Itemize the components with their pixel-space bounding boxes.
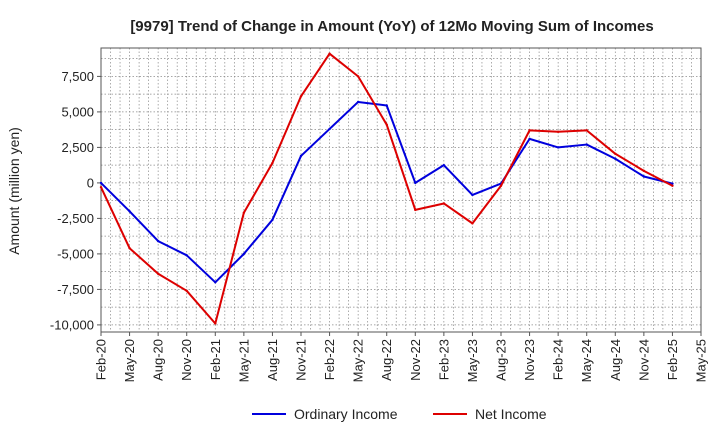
x-tick-label: Feb-22 [322,339,337,380]
x-tick-label: Aug-20 [151,339,166,381]
data-point [328,127,331,131]
data-point [128,247,131,250]
x-tick-label: Nov-22 [408,339,423,381]
data-point [299,154,303,158]
y-tick-label: 2,500 [61,140,94,155]
x-tick-label: Feb-23 [436,339,451,380]
data-point [642,169,646,173]
x-tick-label: Nov-24 [636,339,651,381]
data-point [242,211,246,214]
data-point [671,182,674,185]
data-point [214,322,217,325]
y-tick-label: -10,000 [50,317,94,332]
y-tick-label: 0 [87,175,94,190]
x-tick-label: May-24 [579,339,594,382]
data-point [642,175,646,178]
data-point [156,272,160,275]
x-tick-label: May-23 [465,339,480,382]
legend-label: Net Income [475,406,547,422]
x-tick-label: May-25 [694,339,709,382]
y-tick-label: 5,000 [61,104,94,119]
data-point [528,129,531,132]
data-point [471,222,474,225]
y-tick-label: -7,500 [57,282,94,297]
data-point [385,104,388,107]
data-point [99,181,103,185]
plot-area: -10,000 -7,500 -5,000 -2,500 0 2,500 5,000 7,50… [50,47,709,382]
x-tick-label: Feb-25 [665,339,680,380]
x-tick-label: Nov-21 [294,339,309,381]
chart-title: [9979] Trend of Change in Amount (YoY) o… [130,18,653,35]
data-point [671,184,674,187]
data-point [556,130,560,133]
data-point [185,254,188,257]
data-point [99,185,103,189]
x-tick-label: May-20 [122,339,137,382]
x-tick-label: May-21 [236,339,251,382]
x-tick-label: Aug-22 [379,339,394,381]
plot-border [100,47,702,333]
data-point [471,193,474,197]
data-point [299,95,303,98]
data-point [128,210,131,213]
x-tick-label: Nov-20 [179,339,194,381]
x-tick-label: Feb-21 [208,339,223,380]
data-point [414,181,417,185]
data-point [499,184,503,187]
data-point [156,239,160,243]
data-point [614,157,617,160]
x-tick-label: Aug-23 [494,339,509,381]
x-tick-label: Feb-24 [551,339,566,380]
data-point [528,137,531,141]
legend-label: Ordinary Income [294,406,398,422]
y-tick-label: 7,500 [61,69,94,84]
data-point [271,218,274,222]
data-point [356,100,360,104]
legend: Ordinary Income Net Income [252,406,547,422]
x-tick-label: Aug-21 [265,339,280,381]
plot-background [101,48,701,332]
data-point [614,152,617,155]
data-point [214,281,217,284]
y-tick-label: -2,500 [57,211,94,226]
data-point [356,75,360,78]
data-point [585,143,588,146]
y-axis-label: Amount (million yen) [6,127,22,255]
data-point [242,252,246,256]
x-tick-label: Aug-24 [608,339,623,381]
x-tick-label: Feb-20 [94,339,109,380]
data-point [442,202,446,205]
y-tick-label: -5,000 [57,246,94,261]
data-point [442,163,446,167]
data-point [585,129,588,132]
x-tick-label: Nov-23 [522,339,537,381]
data-point [385,123,388,126]
x-tick-label: May-22 [351,339,366,382]
data-point [414,208,417,212]
data-point [271,161,274,165]
data-point [185,289,188,293]
data-point [328,52,331,55]
data-point [556,146,560,149]
